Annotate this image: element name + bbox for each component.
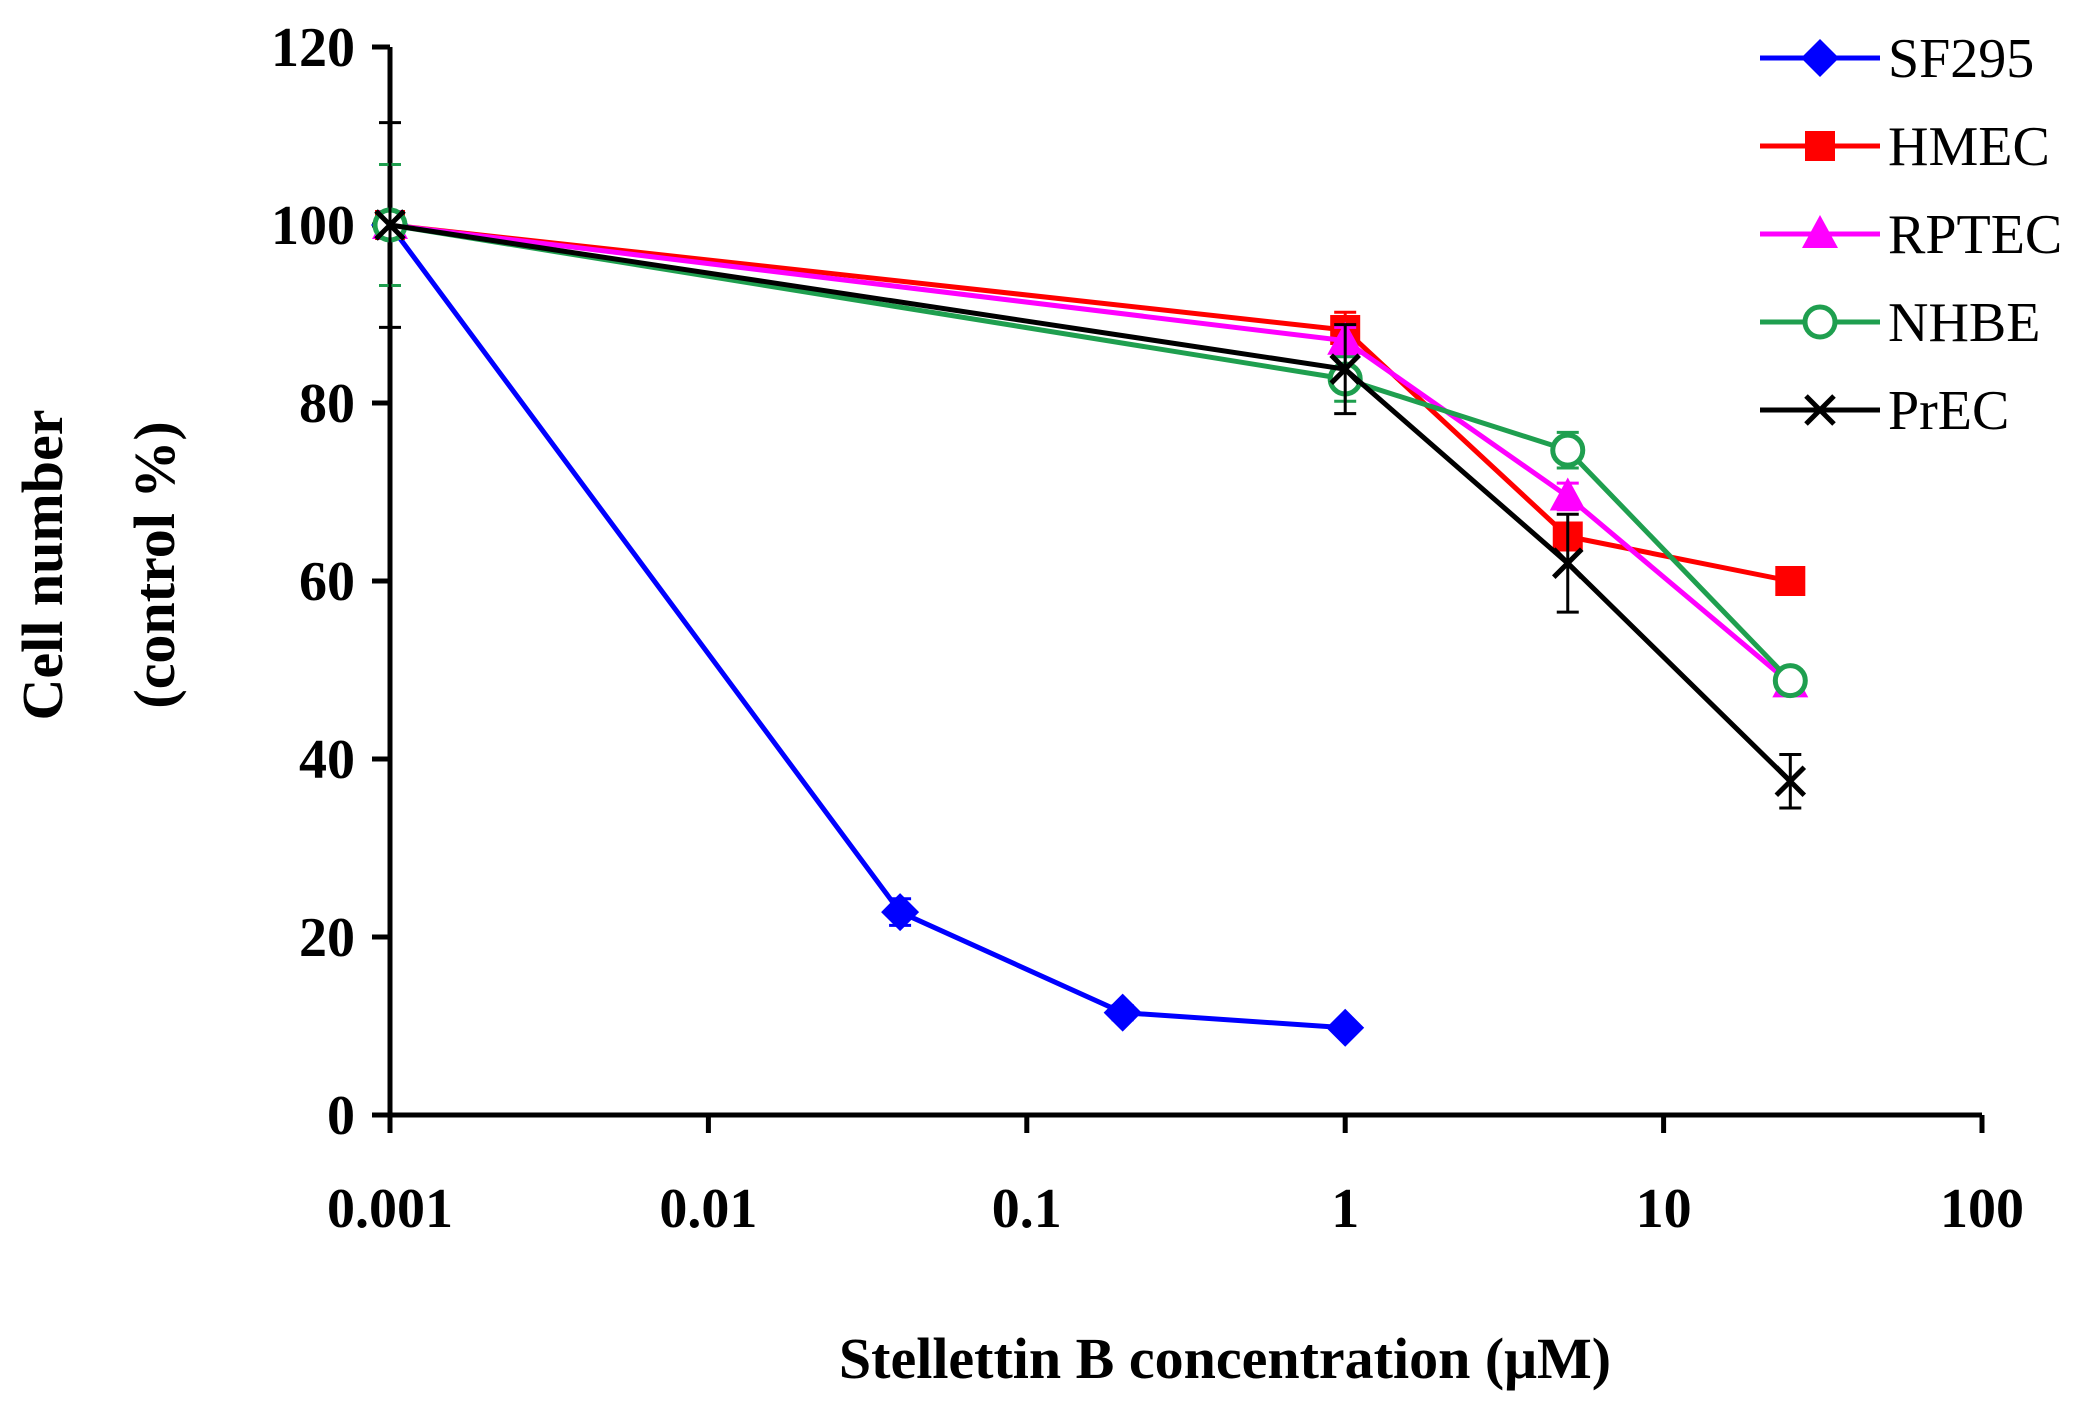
legend-label: NHBE [1888, 292, 2040, 354]
legend-marker [1805, 131, 1835, 161]
legend-marker [1804, 394, 1836, 426]
y-axis-title-line-1: Cell number [10, 410, 75, 721]
y-axis-title: Cell number (control %) [10, 410, 187, 721]
x-tick-label: 0.1 [992, 1178, 1062, 1240]
y-tick-label: 80 [299, 373, 355, 435]
data-point [1550, 432, 1586, 468]
data-point [1549, 477, 1586, 511]
series-nhbe [372, 162, 1808, 699]
x-axis-title: Stellettin B concentration (μM) [839, 1326, 1611, 1391]
data-point [1772, 663, 1808, 699]
series-hmec [375, 210, 1806, 596]
y-tick-label: 120 [271, 17, 355, 79]
x-ticks: 0.001 0.01 0.1 1 10 100 [327, 1115, 2024, 1240]
legend-label: RPTEC [1888, 204, 2062, 266]
y-tick-label: 40 [299, 729, 355, 791]
legend-item-sf295: SF295 [1760, 28, 2034, 90]
legend-label: PrEC [1888, 380, 2009, 442]
data-point [1774, 765, 1807, 798]
legend-marker [1802, 215, 1838, 248]
y-tick-label: 100 [271, 195, 355, 257]
y-tick-label: 20 [299, 907, 355, 969]
data-point [1551, 547, 1584, 579]
series-sf295 [371, 206, 1365, 1047]
data-point [1329, 353, 1361, 385]
legend: SF295 HMEC RPTEC NHBE PrEC [1760, 28, 2062, 442]
data-point [1326, 1008, 1365, 1047]
x-tick-label: 0.001 [327, 1178, 453, 1240]
legend-marker [1802, 304, 1838, 340]
series-group [371, 121, 1809, 1047]
data-point [881, 893, 920, 932]
y-ticks: 0 20 40 60 80 100 120 [271, 17, 390, 1147]
x-tick-label: 100 [1940, 1178, 2024, 1240]
data-point [374, 209, 406, 241]
series-line [389, 222, 1793, 683]
y-tick-label: 0 [327, 1085, 355, 1147]
x-tick-label: 1 [1331, 1178, 1359, 1240]
legend-item-hmec: HMEC [1760, 116, 2050, 178]
series-line [389, 222, 1791, 584]
legend-label: SF295 [1888, 28, 2034, 90]
x-tick-label: 0.01 [659, 1178, 757, 1240]
x-tick-label: 10 [1636, 1178, 1692, 1240]
legend-item-prec: PrEC [1760, 380, 2009, 442]
legend-label: HMEC [1888, 116, 2050, 178]
legend-item-rptec: RPTEC [1760, 204, 2062, 266]
series-prec [374, 121, 1807, 810]
series-line [389, 222, 1792, 686]
series-line [389, 222, 1793, 784]
y-axis-title-line-2: (control %) [122, 421, 187, 708]
data-point [1775, 566, 1806, 596]
legend-marker [1801, 39, 1839, 77]
data-point [1103, 993, 1142, 1032]
series-line [387, 223, 1346, 1031]
legend-item-nhbe: NHBE [1760, 292, 2040, 354]
plot-area: 0 20 40 60 80 100 120 0.001 0.01 0.1 1 10 100 [271, 17, 2024, 1240]
series-rptec [372, 206, 1809, 698]
y-tick-label: 60 [299, 551, 355, 613]
